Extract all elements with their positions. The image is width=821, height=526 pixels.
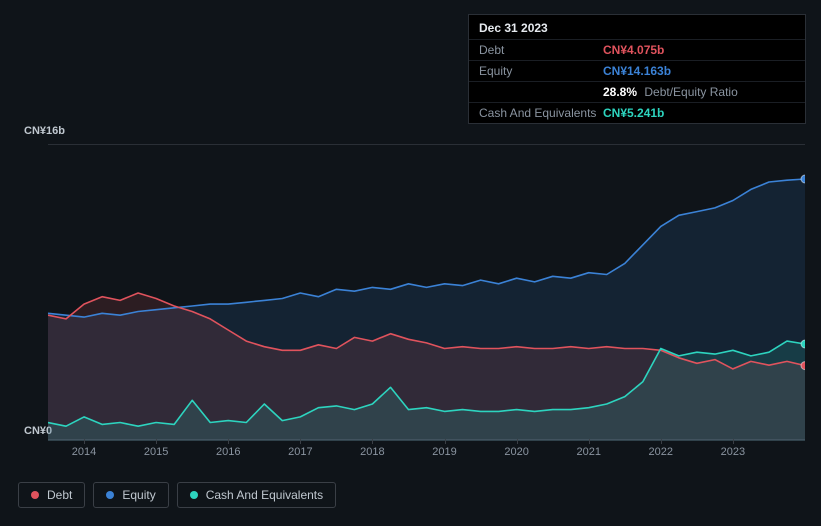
chart-svg bbox=[48, 145, 805, 441]
xaxis-tickmark bbox=[228, 439, 229, 444]
tooltip-label: Cash And Equivalents bbox=[479, 106, 603, 120]
debt-end-marker bbox=[801, 362, 805, 370]
tooltip-label: Debt bbox=[479, 43, 603, 57]
xaxis-tick-label: 2016 bbox=[216, 446, 240, 458]
tooltip-value: 28.8% Debt/Equity Ratio bbox=[603, 85, 795, 99]
xaxis-tickmark bbox=[661, 439, 662, 444]
xaxis-tick-label: 2019 bbox=[432, 446, 456, 458]
xaxis-tickmark bbox=[517, 439, 518, 444]
legend-label: Cash And Equivalents bbox=[206, 488, 323, 502]
legend-label: Debt bbox=[47, 488, 72, 502]
xaxis-tick-label: 2014 bbox=[72, 446, 96, 458]
legend-dot-icon bbox=[190, 491, 198, 499]
tooltip-row-cash: Cash And Equivalents CN¥5.241b bbox=[469, 102, 805, 123]
tooltip-value: CN¥14.163b bbox=[603, 64, 795, 78]
equity-end-marker bbox=[801, 175, 805, 183]
legend: Debt Equity Cash And Equivalents bbox=[18, 482, 336, 508]
hover-tooltip: Dec 31 2023 Debt CN¥4.075b Equity CN¥14.… bbox=[468, 14, 806, 124]
tooltip-value: CN¥5.241b bbox=[603, 106, 795, 120]
xaxis-tickmark bbox=[84, 439, 85, 444]
xaxis-tick-label: 2022 bbox=[649, 446, 673, 458]
cash-end-marker bbox=[801, 340, 805, 348]
legend-item-cash[interactable]: Cash And Equivalents bbox=[177, 482, 336, 508]
legend-label: Equity bbox=[122, 488, 155, 502]
xaxis-tick-label: 2023 bbox=[721, 446, 745, 458]
legend-item-equity[interactable]: Equity bbox=[93, 482, 168, 508]
xaxis-tick-label: 2018 bbox=[360, 446, 384, 458]
xaxis-tickmark bbox=[372, 439, 373, 444]
xaxis-tickmark bbox=[156, 439, 157, 444]
xaxis-ticks: 2014 2015 2016 2017 2018 2019 2020 2021 2022 2023 bbox=[48, 444, 805, 462]
tooltip-label bbox=[479, 85, 603, 99]
xaxis-tick-label: 2021 bbox=[576, 446, 600, 458]
xaxis-tickmark bbox=[733, 439, 734, 444]
xaxis-tickmark bbox=[300, 439, 301, 444]
tooltip-value: CN¥4.075b bbox=[603, 43, 795, 57]
xaxis-tick-label: 2015 bbox=[144, 446, 168, 458]
tooltip-label: Equity bbox=[479, 64, 603, 78]
legend-item-debt[interactable]: Debt bbox=[18, 482, 85, 508]
xaxis-tick-label: 2017 bbox=[288, 446, 312, 458]
chart-container: Dec 31 2023 Debt CN¥4.075b Equity CN¥14.… bbox=[0, 0, 821, 526]
legend-dot-icon bbox=[106, 491, 114, 499]
tooltip-row-ratio: 28.8% Debt/Equity Ratio bbox=[469, 81, 805, 102]
tooltip-date: Dec 31 2023 bbox=[469, 15, 805, 39]
tooltip-row-equity: Equity CN¥14.163b bbox=[469, 60, 805, 81]
xaxis-tickmark bbox=[589, 439, 590, 444]
tooltip-row-debt: Debt CN¥4.075b bbox=[469, 39, 805, 60]
legend-dot-icon bbox=[31, 491, 39, 499]
xaxis-tickmark bbox=[445, 439, 446, 444]
plot-area[interactable] bbox=[48, 144, 805, 440]
yaxis-max-label: CN¥16b bbox=[24, 125, 65, 137]
xaxis-tick-label: 2020 bbox=[504, 446, 528, 458]
